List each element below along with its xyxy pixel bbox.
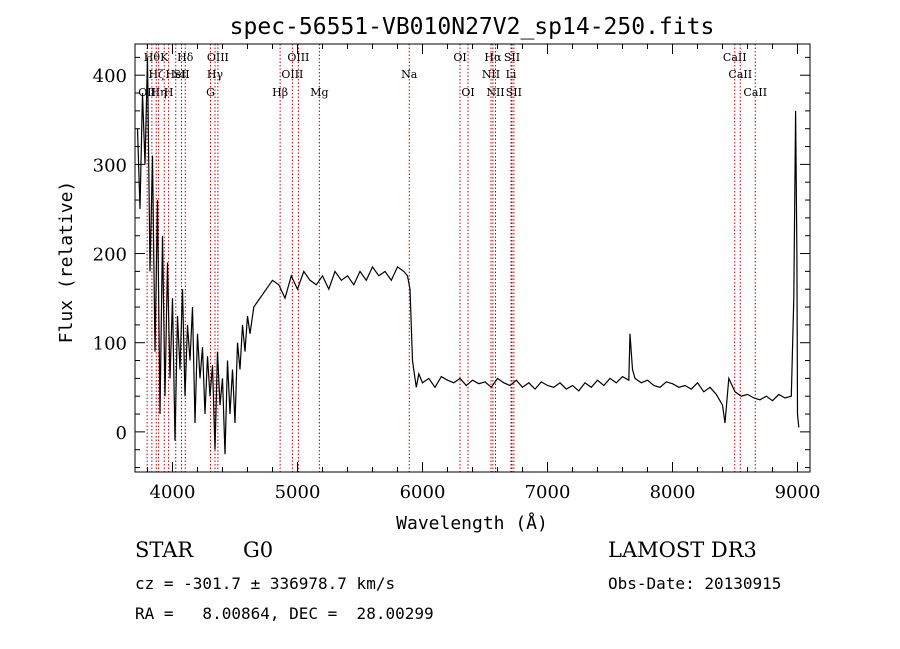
spectral-line-label: Hη bbox=[151, 86, 167, 99]
spectrum-series-line bbox=[136, 57, 800, 455]
spectral-line-label: H bbox=[164, 86, 174, 99]
x-axis-label: Wavelength (Å) bbox=[396, 512, 548, 534]
x-axis-ticks: 4000 5000 6000 7000 8000 9000 bbox=[147, 44, 821, 503]
y-tick-label: 200 bbox=[93, 245, 127, 266]
survey-label: LAMOST DR3 bbox=[608, 538, 757, 562]
y-tick-label: 300 bbox=[93, 155, 127, 176]
spectral-line-label: CaII bbox=[743, 86, 767, 99]
x-tick-label: 7000 bbox=[525, 482, 571, 503]
spectral-line-label: Li bbox=[506, 68, 517, 81]
object-class-label: STAR bbox=[135, 538, 194, 562]
observation-date-text: Obs-Date: 20130915 bbox=[608, 574, 782, 593]
spectral-line-label: HeI bbox=[166, 68, 186, 81]
spectral-line-label: Hδ bbox=[177, 51, 194, 64]
spectral-line-label: Na bbox=[401, 68, 418, 81]
spectral-line-label: Mg bbox=[310, 86, 328, 99]
spectral-line-label: CaII bbox=[728, 68, 752, 81]
x-tick-label: 5000 bbox=[275, 482, 321, 503]
spectral-line-label: Hα bbox=[484, 51, 502, 64]
plot-frame bbox=[134, 43, 811, 473]
spectral-line-label: SII bbox=[504, 51, 520, 64]
y-tick-label: 400 bbox=[93, 66, 127, 87]
spectral-line-label: G bbox=[206, 86, 215, 99]
y-tick-label: 100 bbox=[93, 334, 127, 355]
spectral-line-label: SII bbox=[173, 68, 189, 81]
spectral-line-label: OI bbox=[461, 86, 474, 99]
x-tick-label: 4000 bbox=[150, 482, 196, 503]
spectral-line-label: CaII bbox=[723, 51, 747, 64]
chart-title: spec-56551-VB010N27V2_sp14-250.fits bbox=[230, 14, 715, 40]
spectral-line-label: K bbox=[160, 51, 169, 64]
x-tick-label: 8000 bbox=[650, 482, 696, 503]
ra-dec-text: RA = 8.00864, DEC = 28.00299 bbox=[135, 604, 434, 623]
spectral-line-label: NII bbox=[482, 68, 500, 81]
redshift-cz-text: cz = -301.7 ± 336978.7 km/s bbox=[135, 574, 396, 593]
spectral-line-label: OI bbox=[453, 51, 466, 64]
spectral-line-label: OIII bbox=[207, 51, 229, 64]
spectral-line-labels: OIIHθHζHηKHHeISIIHδGHγOIIIHβOIIIOIIIMgNa… bbox=[138, 51, 767, 99]
y-axis-label: Flux (relative) bbox=[56, 181, 77, 344]
spectral-line-label: SII bbox=[506, 86, 522, 99]
spectral-line-label: Hθ bbox=[144, 51, 161, 64]
spectral-line-label: NII bbox=[486, 86, 504, 99]
object-subclass-label: G0 bbox=[243, 538, 274, 562]
spectral-line-label: Hγ bbox=[207, 68, 224, 81]
y-tick-label: 0 bbox=[116, 423, 127, 444]
spectral-line-label: Hζ bbox=[148, 68, 164, 81]
spectral-line-label: OIII bbox=[281, 68, 303, 81]
y-axis-ticks: 0 100 200 300 400 bbox=[93, 56, 810, 469]
spectral-line-label: OIII bbox=[287, 51, 309, 64]
x-tick-label: 9000 bbox=[775, 482, 821, 503]
spectral-line-markers bbox=[146, 44, 756, 472]
spectral-line-label: Hβ bbox=[272, 86, 288, 99]
x-tick-label: 6000 bbox=[400, 482, 446, 503]
